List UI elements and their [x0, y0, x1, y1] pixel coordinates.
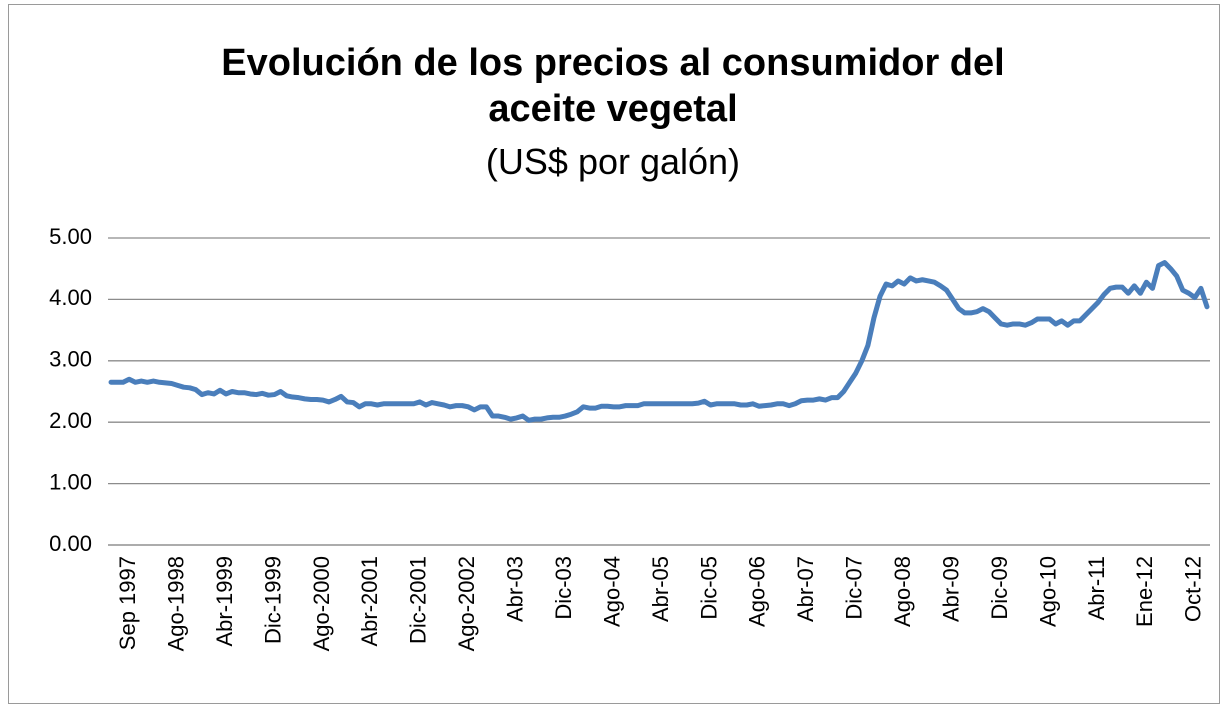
x-tick-label: Abr-07 — [793, 556, 818, 622]
x-tick-label: Abr-03 — [503, 556, 528, 622]
x-tick-label: Abr-1999 — [212, 556, 237, 647]
x-tick-label: Ene-12 — [1132, 556, 1157, 627]
x-tick-label: Abr-11 — [1084, 556, 1109, 620]
x-tick-label: Oct-12 — [1181, 556, 1206, 622]
y-tick-label: 2.00 — [49, 408, 92, 433]
x-tick-label: Abr-05 — [648, 556, 673, 622]
chart-title: Evolución de los precios al consumidor d… — [221, 42, 1005, 130]
x-tick-label: Dic-09 — [987, 556, 1012, 620]
chart-subtitle: (US$ por galón) — [485, 141, 741, 182]
x-tick-label: Ago-2000 — [309, 556, 334, 651]
y-tick-label: 4.00 — [49, 285, 92, 310]
x-tick-label: Ago-06 — [745, 556, 770, 627]
y-tick-label: 3.00 — [49, 347, 92, 372]
y-tick-label: 0.00 — [49, 531, 92, 556]
x-tick-label: Dic-07 — [842, 556, 867, 620]
x-tick-label: Sep 1997 — [115, 556, 140, 650]
x-tick-label: Dic-05 — [696, 556, 721, 620]
x-tick-label: Ago-08 — [890, 556, 915, 627]
x-tick-label: Ago-04 — [599, 556, 624, 627]
y-tick-label: 1.00 — [49, 469, 92, 494]
x-tick-label: Ago-1998 — [163, 556, 188, 651]
x-tick-label: Dic-1999 — [260, 556, 285, 644]
x-tick-label: Abr-2001 — [357, 556, 382, 647]
y-tick-label: 5.00 — [49, 224, 92, 249]
x-tick-label: Dic-03 — [551, 556, 576, 620]
data-line — [108, 260, 1210, 423]
x-tick-label: Ago-10 — [1035, 556, 1060, 627]
x-tick-label: Abr-09 — [938, 556, 963, 622]
chart-frame — [8, 4, 1220, 704]
x-tick-label: Ago-2002 — [454, 556, 479, 651]
x-tick-label: Dic-2001 — [406, 556, 431, 644]
